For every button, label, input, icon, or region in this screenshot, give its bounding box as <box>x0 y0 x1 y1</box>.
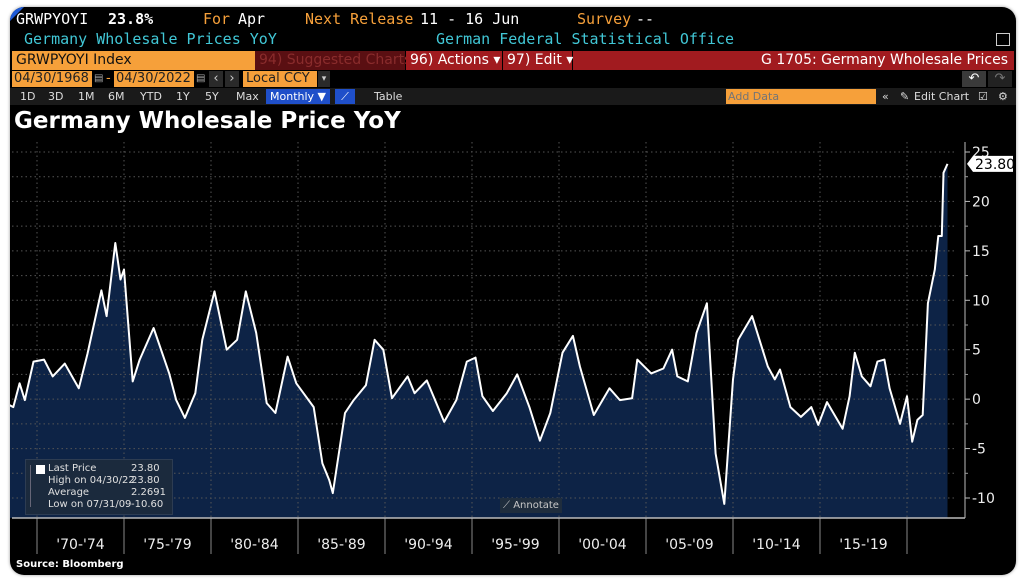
legend-value: -10.60 <box>131 499 164 510</box>
date-separator: - <box>106 71 111 86</box>
timeframe-1y[interactable]: 1Y <box>176 90 190 103</box>
actions-menu[interactable]: 96) Actions ▾ <box>406 51 502 70</box>
description-row: Germany Wholesale Prices YoY German Fede… <box>10 30 1016 49</box>
security-description: Germany Wholesale Prices YoY <box>24 30 277 48</box>
legend-tree-line <box>30 465 37 507</box>
next-release-value: 11 - 16 Jun <box>420 10 520 28</box>
series-line <box>10 163 949 505</box>
end-date-input[interactable]: 04/30/2022 <box>114 71 194 87</box>
quote-header: GRWPYOYI 23.8% For Apr Next Release 11 -… <box>10 10 1016 30</box>
line-chart-icon[interactable]: ⟋ <box>335 89 355 104</box>
survey-value: -- <box>636 10 655 28</box>
chart-legend: Last Price 23.80 High on 04/30/22 23.80 … <box>25 459 173 515</box>
suggested-charts-button[interactable]: 94) Suggested Charts <box>255 51 411 70</box>
series-area <box>10 163 948 518</box>
popout-icon[interactable] <box>996 33 1010 46</box>
legend-label: Average <box>48 487 90 498</box>
timeframe-5y[interactable]: 5Y <box>205 90 219 103</box>
add-data-input[interactable] <box>726 89 876 104</box>
redo-icon[interactable]: ↷ <box>988 71 1012 87</box>
legend-value: 23.80 <box>131 463 160 474</box>
y-tick-label: 5 <box>972 343 981 359</box>
security-input[interactable]: GRWPYOYI Index <box>12 51 255 70</box>
y-tick-label: 10 <box>972 293 990 309</box>
series-color-swatch[interactable] <box>36 465 45 474</box>
gear-icon[interactable]: ⚙ <box>998 90 1008 103</box>
x-tick-label: '70-'74 <box>56 537 105 553</box>
table-button[interactable]: Table <box>374 90 403 103</box>
collapse-icon[interactable]: « <box>882 90 889 103</box>
edit-menu[interactable]: 97) Edit ▾ <box>503 51 573 70</box>
chevron-down-icon[interactable]: ▾ <box>318 71 330 87</box>
next-release-label: Next Release <box>305 10 414 28</box>
previous-period-button[interactable]: ‹ <box>209 71 223 87</box>
edit-settings-icon[interactable]: ☑ <box>978 90 988 103</box>
legend-value: 2.2691 <box>131 487 166 498</box>
source-note: Source: Bloomberg <box>16 559 124 570</box>
x-tick-label: '10-'14 <box>752 537 801 553</box>
x-tick-label: '90-'94 <box>404 537 453 553</box>
legend-label: Low on 07/31/09 <box>48 499 132 510</box>
currency-select[interactable]: Local CCY <box>243 71 317 87</box>
y-tick-label: 20 <box>972 194 990 210</box>
x-tick-label: '05-'09 <box>665 537 714 553</box>
y-tick-label: 0 <box>972 392 981 408</box>
pencil-icon: ⟋ <box>503 500 514 511</box>
annotate-label: Annotate <box>513 500 559 511</box>
edit-chart-button[interactable]: Edit Chart <box>914 90 970 103</box>
legend-value: 23.80 <box>131 475 160 486</box>
x-tick-label: '95-'99 <box>491 537 540 553</box>
timeframe-ytd[interactable]: YTD <box>140 90 162 103</box>
start-date-input[interactable]: 04/30/1968 <box>12 71 92 87</box>
timeframe-max[interactable]: Max <box>236 90 259 103</box>
annotate-button[interactable]: ⟋ Annotate <box>500 498 562 513</box>
last-value: 23.8% <box>108 10 154 28</box>
timeframe-1m[interactable]: 1M <box>78 90 95 103</box>
last-value-label: 23.80 <box>975 157 1015 173</box>
bloomberg-terminal-window: GRWPYOYI 23.8% For Apr Next Release 11 -… <box>10 7 1016 575</box>
calendar-icon[interactable]: ▤ <box>196 73 206 84</box>
undo-icon[interactable]: ↶ <box>962 71 986 87</box>
x-tick-label: '85-'89 <box>317 537 366 553</box>
pencil-icon[interactable]: ✎ <box>900 90 910 103</box>
survey-label: Survey <box>577 10 632 28</box>
y-tick-label: -5 <box>972 442 986 458</box>
timeframe-6m[interactable]: 6M <box>108 90 125 103</box>
last-value-tag <box>967 155 1013 172</box>
y-tick-label: -10 <box>972 491 995 507</box>
chart-title: Germany Wholesale Price YoY <box>14 108 401 134</box>
frequency-select[interactable]: Monthly ▼ <box>266 89 330 104</box>
next-period-button[interactable]: › <box>225 71 239 87</box>
source-organization: German Federal Statistical Office <box>436 30 735 48</box>
x-tick-label: '80-'84 <box>230 537 279 553</box>
page-title: G 1705: Germany Wholesale Prices <box>573 51 1014 70</box>
x-tick-label: '15-'19 <box>839 537 888 553</box>
ticker: GRWPYOYI <box>16 10 89 28</box>
x-tick-label: '00-'04 <box>578 537 627 553</box>
legend-label: High on 04/30/22 <box>48 475 135 486</box>
window-corner-marker <box>10 7 24 21</box>
y-tick-label: 15 <box>972 244 990 260</box>
command-bar: GRWPYOYI Index 94) Suggested Charts 96) … <box>10 51 1016 70</box>
legend-label: Last Price <box>48 463 97 474</box>
date-range-row: 04/30/1968 ▤ - 04/30/2022 ▤ ‹ › Local CC… <box>10 71 1016 87</box>
x-tick-label: '75-'79 <box>143 537 192 553</box>
chart-toolbar: 1D 3D 1M 6M YTD 1Y 5Y Max Monthly ▼ ⟋ Ta… <box>10 88 1016 105</box>
timeframe-3d[interactable]: 3D <box>48 90 64 103</box>
for-value: Apr <box>238 10 266 28</box>
timeframe-1d[interactable]: 1D <box>20 90 36 103</box>
for-label: For <box>203 10 231 28</box>
calendar-icon[interactable]: ▤ <box>94 73 104 84</box>
